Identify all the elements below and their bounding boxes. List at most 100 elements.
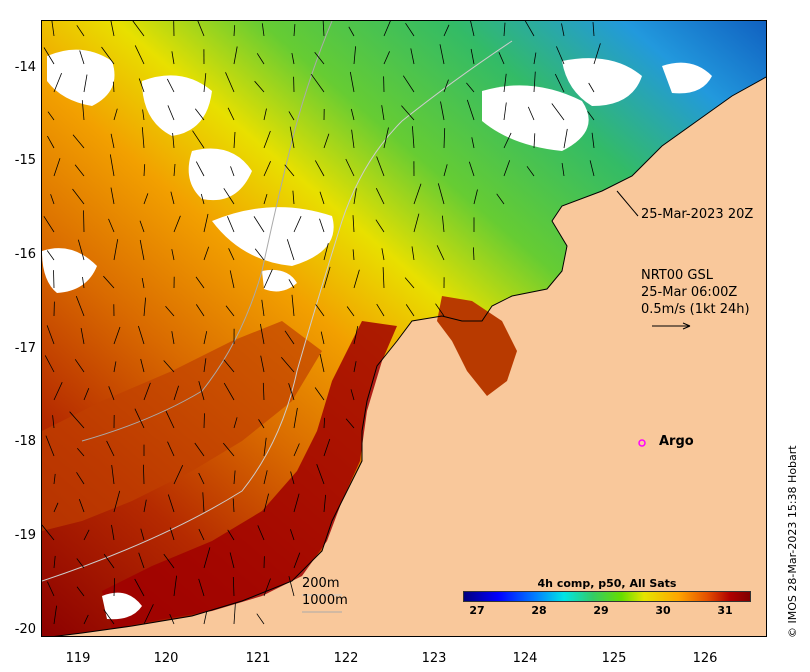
x-label-7: 125: [601, 651, 627, 666]
current-vector: [203, 358, 207, 373]
current-vector: [47, 581, 55, 597]
current-vector: [195, 161, 205, 177]
current-vector: [260, 355, 265, 373]
current-vector: [75, 295, 85, 317]
current-vector: [53, 270, 55, 289]
current-vector: [261, 299, 265, 317]
current-vector: [223, 382, 235, 401]
current-vector: [198, 381, 205, 401]
current-vector: [350, 108, 355, 121]
current-vector: [227, 107, 235, 121]
current-vector: [349, 71, 355, 93]
current-vector: [293, 552, 301, 569]
current-vector: [291, 53, 295, 65]
current-vector: [53, 72, 62, 93]
current-vector: [111, 464, 115, 485]
current-vector: [527, 106, 535, 121]
contour-200m-label: 200m: [302, 576, 340, 591]
argo-marker[interactable]: [638, 439, 646, 447]
current-vectors: [42, 21, 601, 625]
current-vector: [319, 353, 325, 373]
colorbar-ticks: 27 28 29 30 31: [463, 602, 751, 617]
current-vector: [223, 188, 235, 205]
current-vector: [345, 418, 355, 429]
current-vector: [166, 78, 175, 93]
y-label-3: -16: [14, 247, 36, 262]
current-vector: [140, 528, 145, 541]
current-vector: [172, 132, 175, 149]
vector-scale-label: 0.5m/s (1kt 24h): [641, 302, 750, 317]
current-vector: [76, 586, 85, 597]
current-vector: [77, 239, 85, 261]
current-vector: [203, 547, 211, 569]
current-vector: [383, 21, 391, 37]
current-vector: [376, 156, 385, 177]
current-vector: [53, 555, 56, 569]
current-vector: [47, 111, 55, 121]
current-vector: [381, 248, 385, 261]
current-vector: [263, 193, 268, 205]
x-label-4: 122: [333, 651, 359, 666]
current-vector: [382, 267, 385, 289]
current-vector: [503, 132, 512, 149]
colorbar-tick: 28: [531, 604, 547, 617]
current-vector: [556, 46, 565, 65]
x-label-3: 121: [245, 651, 271, 666]
satellite-time-leader: [616, 190, 639, 217]
current-vector: [113, 326, 121, 345]
current-vector: [198, 528, 205, 541]
current-vector: [291, 294, 295, 317]
current-vector: [263, 269, 273, 289]
current-vector: [233, 46, 238, 65]
current-vector: [498, 52, 505, 65]
satellite-time-label: 25-Mar-2023 20Z: [641, 207, 754, 222]
current-vector: [293, 493, 300, 513]
current-vector: [319, 191, 325, 205]
x-label-6: 124: [512, 651, 538, 666]
current-vector: [591, 132, 595, 149]
current-vector: [76, 447, 85, 457]
current-vector: [203, 413, 205, 429]
current-vector: [227, 216, 235, 233]
current-vector: [262, 382, 265, 401]
current-vector: [233, 417, 238, 429]
current-vector: [470, 48, 475, 65]
current-vector: [323, 266, 331, 289]
current-vector: [113, 108, 118, 121]
current-vector: [254, 248, 265, 261]
current-vector: [286, 239, 295, 261]
current-vector: [142, 109, 145, 121]
current-vector: [143, 297, 146, 317]
current-vector: [383, 127, 389, 149]
current-vector: [81, 100, 85, 121]
current-vector: [473, 247, 475, 261]
current-vector: [443, 128, 446, 149]
current-vector: [110, 21, 115, 37]
current-vector: [310, 73, 325, 93]
current-vector: [263, 470, 268, 485]
current-vector: [197, 21, 205, 37]
current-vector: [173, 575, 177, 597]
current-vector: [443, 24, 450, 37]
current-vector: [345, 158, 355, 177]
current-vector: [353, 326, 359, 345]
current-vector: [198, 578, 205, 597]
current-vector: [254, 80, 265, 93]
current-vector: [284, 164, 295, 177]
current-vector: [383, 51, 390, 65]
current-vector: [83, 388, 90, 401]
current-vector: [167, 441, 175, 457]
current-vector: [289, 126, 295, 149]
current-vector: [350, 389, 355, 401]
current-vector: [323, 494, 326, 513]
current-vector: [225, 305, 235, 317]
current-vector: [436, 245, 445, 261]
current-vector: [143, 164, 146, 177]
current-vector: [134, 578, 145, 597]
current-vector: [316, 464, 325, 485]
current-vector: [111, 524, 115, 541]
current-vector: [435, 303, 445, 317]
current-vector: [202, 492, 205, 513]
x-label-2: 120: [153, 651, 179, 666]
coastline: [53, 76, 766, 636]
